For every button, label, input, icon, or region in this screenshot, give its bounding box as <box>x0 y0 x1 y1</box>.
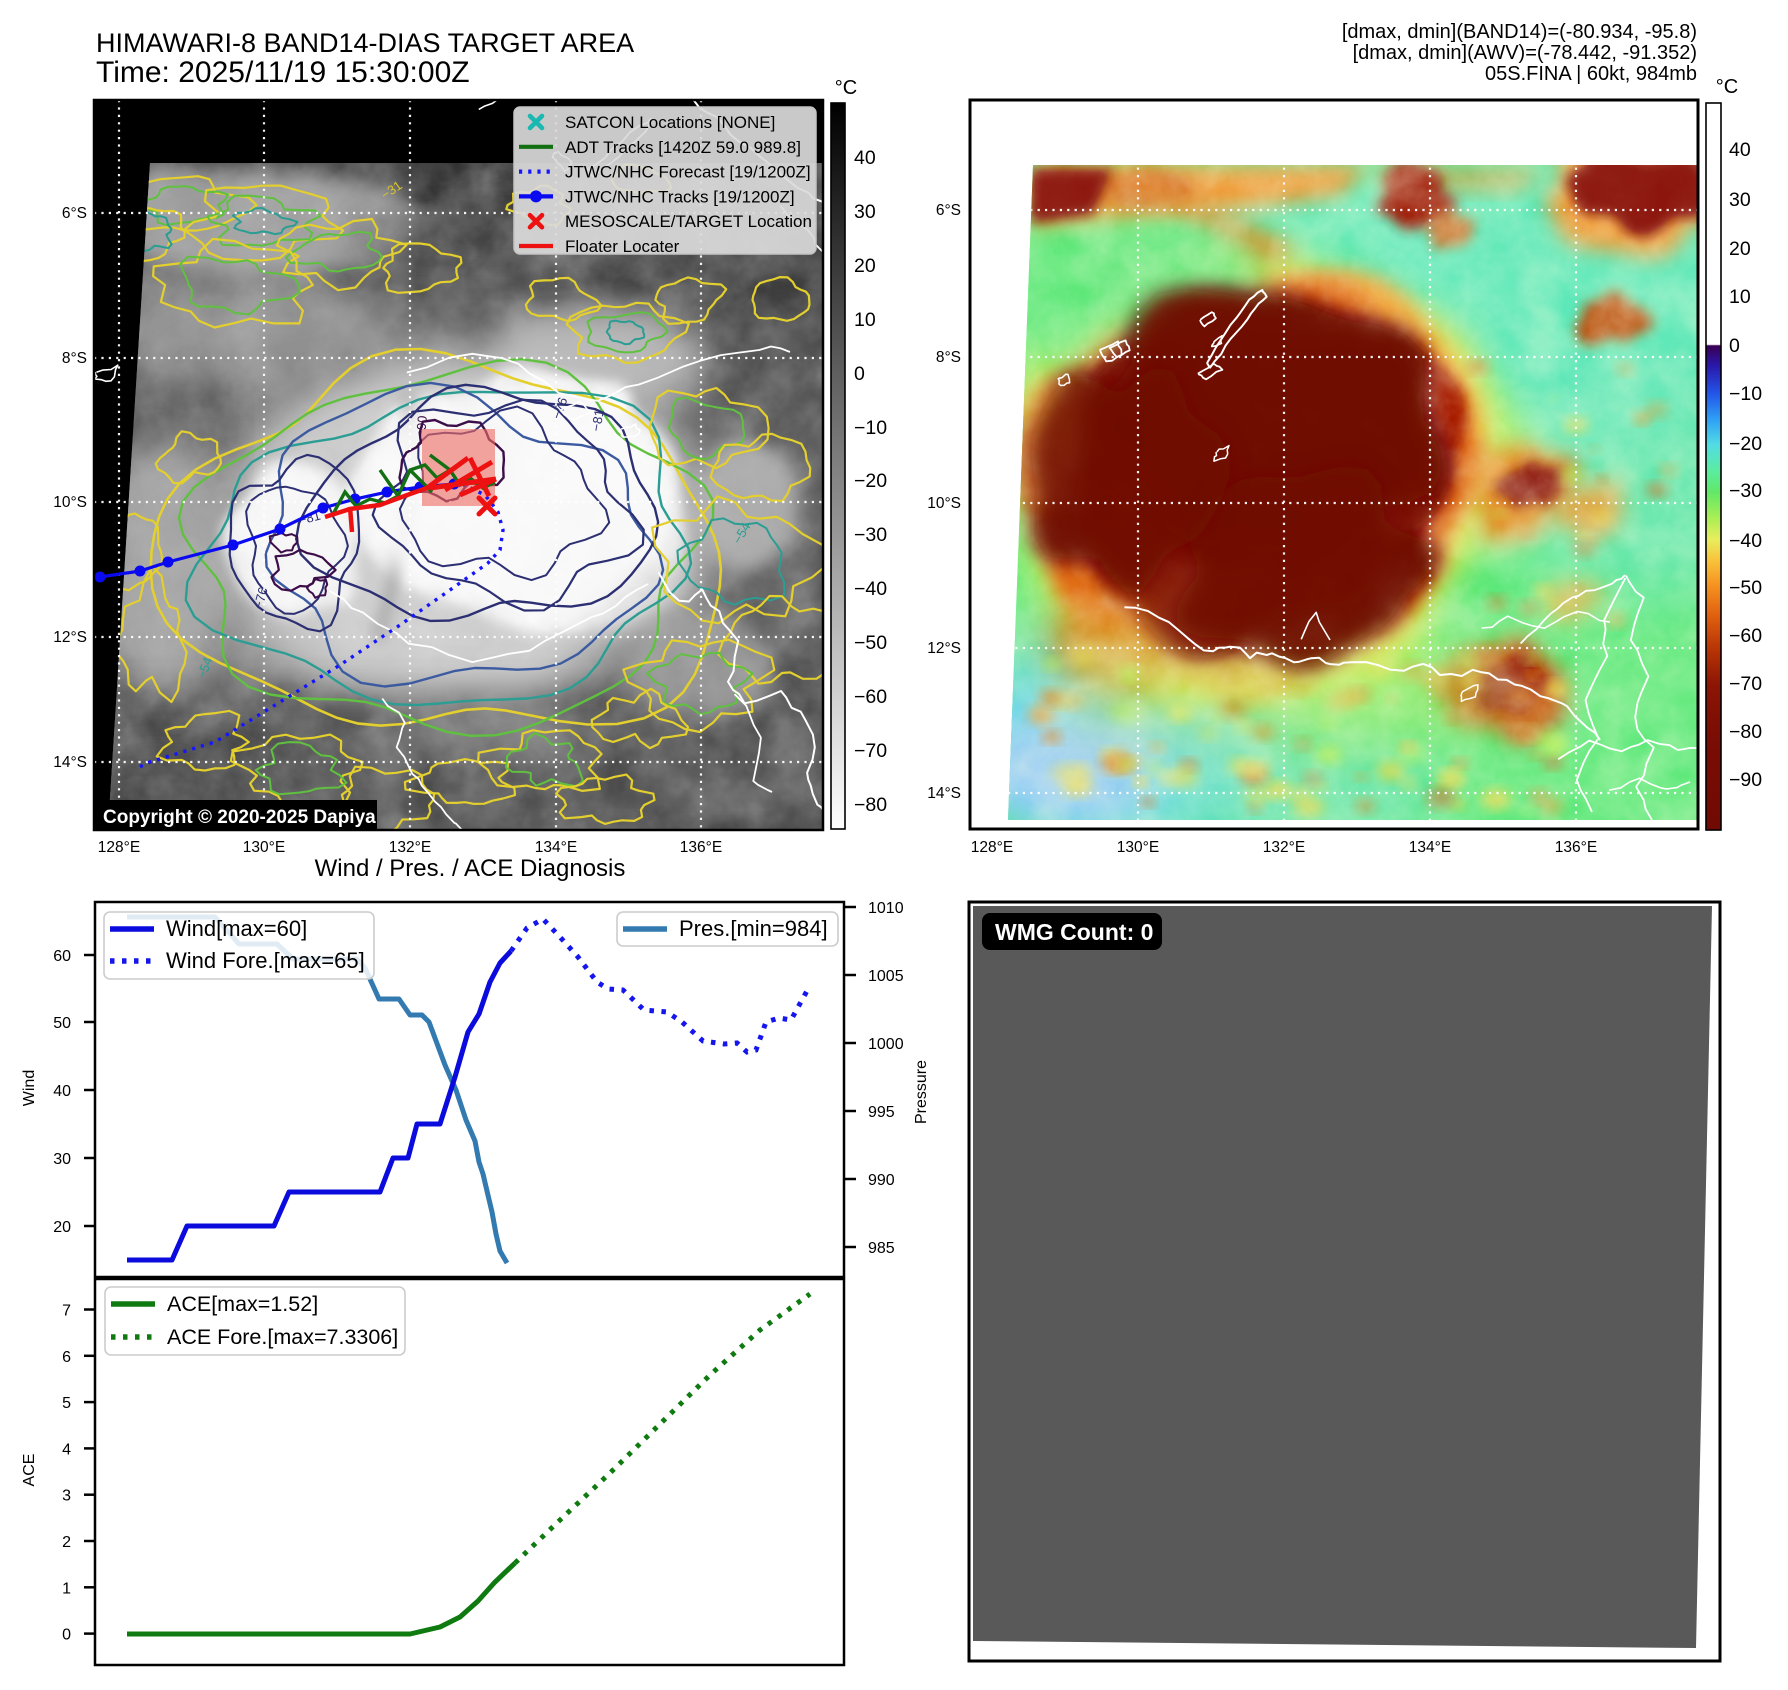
svg-text:JTWC/NHC Tracks [19/1200Z]: JTWC/NHC Tracks [19/1200Z] <box>565 187 795 206</box>
svg-text:ACE Fore.[max=7.3306]: ACE Fore.[max=7.3306] <box>167 1325 398 1349</box>
svg-text:30: 30 <box>854 201 876 223</box>
svg-text:−81: −81 <box>588 408 607 432</box>
svg-text:[dmax, dmin](AWV)=(-78.442, -9: [dmax, dmin](AWV)=(-78.442, -91.352) <box>1353 42 1697 64</box>
svg-text:8°S: 8°S <box>936 349 961 366</box>
svg-text:ADT Tracks [1420Z 59.0 989.8]: ADT Tracks [1420Z 59.0 989.8] <box>565 138 801 157</box>
svg-text:985: 985 <box>868 1240 895 1257</box>
svg-text:Wind Fore.[max=65]: Wind Fore.[max=65] <box>166 948 365 973</box>
svg-text:1000: 1000 <box>868 1036 904 1053</box>
svg-text:[dmax, dmin](BAND14)=(-80.934,: [dmax, dmin](BAND14)=(-80.934, -95.8) <box>1342 21 1697 43</box>
svg-text:10°S: 10°S <box>927 495 961 512</box>
svg-text:Floater Locater: Floater Locater <box>565 237 680 256</box>
svg-text:14°S: 14°S <box>927 785 961 802</box>
svg-text:0: 0 <box>854 363 865 385</box>
svg-text:130°E: 130°E <box>1117 839 1159 856</box>
svg-text:−10: −10 <box>1729 383 1762 405</box>
svg-text:−20: −20 <box>1729 433 1762 455</box>
svg-text:8°S: 8°S <box>62 350 87 367</box>
svg-text:134°E: 134°E <box>535 839 577 856</box>
svg-text:−80: −80 <box>1729 721 1762 743</box>
svg-text:−76: −76 <box>250 586 270 611</box>
svg-text:50: 50 <box>53 1015 71 1032</box>
svg-text:1010: 1010 <box>868 900 904 917</box>
svg-text:20: 20 <box>854 255 876 277</box>
svg-text:60: 60 <box>53 948 71 965</box>
svg-text:3: 3 <box>62 1488 71 1505</box>
svg-text:ACE: ACE <box>21 1454 38 1487</box>
svg-text:−40: −40 <box>1729 530 1762 552</box>
svg-text:−70: −70 <box>854 740 887 762</box>
svg-text:−20: −20 <box>854 470 887 492</box>
svg-text:05S.FINA | 60kt, 984mb: 05S.FINA | 60kt, 984mb <box>1485 63 1697 85</box>
svg-text:7: 7 <box>62 1303 71 1320</box>
svg-text:1: 1 <box>62 1580 71 1597</box>
svg-text:40: 40 <box>1729 139 1751 161</box>
svg-text:Pres.[min=984]: Pres.[min=984] <box>679 916 828 941</box>
svg-text:20: 20 <box>1729 238 1751 260</box>
svg-text:SATCON Locations [NONE]: SATCON Locations [NONE] <box>565 113 775 132</box>
svg-text:14°S: 14°S <box>53 754 87 771</box>
svg-text:136°E: 136°E <box>680 839 722 856</box>
svg-text:Pressure: Pressure <box>913 1060 930 1124</box>
svg-text:Wind / Pres. / ACE Diagnosis: Wind / Pres. / ACE Diagnosis <box>315 855 626 882</box>
svg-text:ACE[max=1.52]: ACE[max=1.52] <box>167 1292 318 1316</box>
svg-text:40: 40 <box>53 1083 71 1100</box>
svg-text:136°E: 136°E <box>1555 839 1597 856</box>
svg-text:Wind[max=60]: Wind[max=60] <box>166 916 307 941</box>
svg-text:−80: −80 <box>854 794 887 816</box>
svg-text:4: 4 <box>62 1441 71 1458</box>
svg-text:12°S: 12°S <box>927 640 961 657</box>
svg-text:20: 20 <box>53 1219 71 1236</box>
svg-text:995: 995 <box>868 1104 895 1121</box>
svg-text:12°S: 12°S <box>53 629 87 646</box>
svg-text:990: 990 <box>868 1172 895 1189</box>
svg-text:−60: −60 <box>854 686 887 708</box>
svg-text:Copyright © 2020-2025 Dapiya: Copyright © 2020-2025 Dapiya <box>103 807 376 828</box>
svg-text:6°S: 6°S <box>62 205 87 222</box>
svg-text:10: 10 <box>1729 286 1751 308</box>
svg-text:40: 40 <box>854 147 876 169</box>
svg-text:134°E: 134°E <box>1409 839 1451 856</box>
svg-text:Wind: Wind <box>21 1070 38 1106</box>
svg-text:128°E: 128°E <box>971 839 1013 856</box>
svg-text:1005: 1005 <box>868 968 904 985</box>
svg-text:6°S: 6°S <box>936 202 961 219</box>
svg-text:0: 0 <box>62 1627 71 1644</box>
svg-text:WMG Count: 0: WMG Count: 0 <box>995 919 1153 945</box>
svg-text:130°E: 130°E <box>243 839 285 856</box>
svg-text:0: 0 <box>1729 335 1740 357</box>
svg-text:10: 10 <box>854 309 876 331</box>
svg-text:6: 6 <box>62 1349 71 1366</box>
svg-text:−40: −40 <box>854 578 887 600</box>
svg-text:−70: −70 <box>1729 673 1762 695</box>
svg-text:30: 30 <box>1729 189 1751 211</box>
svg-text:HIMAWARI-8 BAND14-DIAS TARGET: HIMAWARI-8 BAND14-DIAS TARGET AREA <box>96 28 634 58</box>
svg-text:10°S: 10°S <box>53 494 87 511</box>
svg-text:−90: −90 <box>1729 769 1762 791</box>
svg-text:−30: −30 <box>1729 480 1762 502</box>
svg-text:JTWC/NHC Forecast [19/1200Z]: JTWC/NHC Forecast [19/1200Z] <box>565 163 811 182</box>
svg-text:MESOSCALE/TARGET Location: MESOSCALE/TARGET Location <box>565 212 812 231</box>
svg-text:−54: −54 <box>194 655 216 681</box>
svg-text:−50: −50 <box>854 632 887 654</box>
svg-text:−30: −30 <box>854 524 887 546</box>
svg-text:Time: 2025/11/19 15:30:00Z: Time: 2025/11/19 15:30:00Z <box>96 56 470 89</box>
svg-text:°C: °C <box>1716 76 1738 98</box>
svg-text:128°E: 128°E <box>98 839 140 856</box>
svg-text:−60: −60 <box>1729 625 1762 647</box>
svg-text:−50: −50 <box>1729 577 1762 599</box>
svg-text:30: 30 <box>53 1151 71 1168</box>
svg-text:132°E: 132°E <box>1263 839 1305 856</box>
svg-text:2: 2 <box>62 1534 71 1551</box>
svg-text:−10: −10 <box>854 417 887 439</box>
svg-text:5: 5 <box>62 1395 71 1412</box>
svg-text:°C: °C <box>835 77 857 99</box>
svg-text:132°E: 132°E <box>389 839 431 856</box>
